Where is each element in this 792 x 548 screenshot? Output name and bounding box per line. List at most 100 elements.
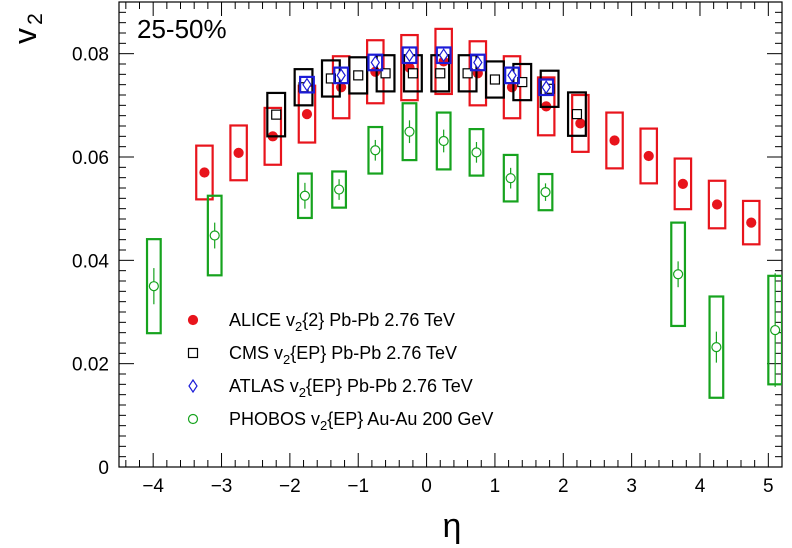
phobos-point <box>673 269 684 280</box>
alice-point <box>301 109 313 120</box>
atlas-sys-box <box>401 46 418 65</box>
alice-sys-box <box>229 124 248 182</box>
alice-point <box>609 135 620 146</box>
y-axis-title-main: v <box>7 28 43 44</box>
phobos-sys-box <box>331 170 348 209</box>
phobos-sys-box <box>708 295 725 399</box>
alice-sys-box <box>605 111 624 170</box>
x-tick-label: 2 <box>558 476 569 497</box>
cms-sys-box <box>266 91 287 138</box>
x-tick-label: 3 <box>626 476 637 497</box>
alice-point <box>677 178 688 189</box>
x-tick-label: −3 <box>211 476 233 497</box>
cms-point <box>489 74 501 85</box>
phobos-point <box>471 147 482 158</box>
data-layer <box>145 27 782 399</box>
legend-label-atlas: ATLAS v2{EP} Pb-Pb 2.76 TeV <box>229 376 473 400</box>
cms-point <box>571 109 583 120</box>
phobos-sys-box <box>537 172 554 212</box>
y-tick-label: 0 <box>98 458 109 479</box>
atlas-point <box>507 68 517 83</box>
phobos-point <box>770 324 781 336</box>
atlas-point <box>473 55 483 70</box>
y-tick-label: 0.06 <box>72 148 109 169</box>
alice-point <box>711 199 723 210</box>
phobos-sys-box <box>296 172 313 220</box>
phobos-sys-box <box>670 221 687 328</box>
y-axis-title: v 2 <box>7 13 47 44</box>
legend-label-alice: ALICE v2{2} Pb-Pb 2.76 TeV <box>229 310 455 334</box>
plot-frame-layer <box>118 1 783 468</box>
cms-sys-box <box>484 60 505 99</box>
alice-point <box>746 217 757 228</box>
legend-item-phobos: PHOBOS v2{EP} Au-Au 200 GeV <box>187 409 493 433</box>
cms-point <box>271 109 282 120</box>
atlas-sys-box <box>435 46 452 65</box>
alice-point <box>643 150 654 162</box>
cms-sys-box <box>375 54 396 93</box>
alice-sys-box <box>571 93 590 153</box>
phobos-point <box>505 173 516 184</box>
phobos-point <box>299 190 311 201</box>
alice-sys-box <box>434 27 453 96</box>
atlas-sys-box <box>469 53 486 72</box>
phobos-point <box>711 342 722 353</box>
series-phobos <box>145 102 782 399</box>
atlas-point <box>404 48 415 63</box>
phobos-point <box>540 187 551 198</box>
phobos-sys-box <box>435 111 452 171</box>
y-tick-label: 0.04 <box>72 251 109 272</box>
x-axis-title: η <box>443 507 462 545</box>
cms-sys-box <box>539 69 560 108</box>
alice-sys-box <box>741 199 761 246</box>
cms-point <box>380 68 391 79</box>
legend-label-cms: CMS v2{EP} Pb-Pb 2.76 TeV <box>229 343 457 367</box>
atlas-sys-box <box>299 75 315 94</box>
cms-point <box>435 68 446 79</box>
phobos-point <box>148 281 159 292</box>
legend-marker-atlas <box>188 378 198 394</box>
cms-sys-box <box>566 91 587 137</box>
phobos-sys-box <box>401 102 418 162</box>
x-tick-label: 4 <box>695 476 706 497</box>
cms-point <box>462 68 473 79</box>
cms-sys-box <box>348 56 369 95</box>
alice-point <box>233 147 244 158</box>
y-tick-label: 0.02 <box>72 355 109 376</box>
atlas-point <box>541 80 551 95</box>
atlas-sys-box <box>367 53 384 72</box>
alice-sys-box <box>707 179 727 230</box>
axis-labels-layer: 25-50% η v 2 <box>7 13 461 545</box>
legend-marker-cms <box>187 347 199 359</box>
legend-item-cms: CMS v2{EP} Pb-Pb 2.76 TeV <box>187 343 457 367</box>
atlas-point <box>438 48 449 63</box>
atlas-sys-box <box>504 66 520 85</box>
atlas-point <box>336 68 346 83</box>
series-cms <box>266 54 587 138</box>
phobos-point <box>333 184 345 195</box>
alice-sys-box <box>195 144 214 201</box>
x-tick-label: −2 <box>279 476 301 497</box>
alice-sys-box <box>639 127 659 185</box>
phobos-point <box>370 145 381 156</box>
axis-ticks-layer: −4 −3 −2 −1 0 1 2 3 4 5 0 0.02 0.04 0.06 0.08 <box>72 1 783 497</box>
y-axis-title-sub: 2 <box>24 13 47 25</box>
x-tick-label: 1 <box>490 476 501 497</box>
atlas-point <box>370 55 381 70</box>
cms-point <box>407 68 419 79</box>
phobos-point <box>209 230 220 241</box>
phobos-sys-box <box>367 125 384 175</box>
alice-sys-box <box>673 157 693 211</box>
x-tick-label: −1 <box>347 476 369 497</box>
atlas-point <box>302 77 312 92</box>
x-tick-label: 0 <box>421 476 432 497</box>
legend-item-atlas: ATLAS v2{EP} Pb-Pb 2.76 TeV <box>188 376 473 400</box>
phobos-sys-box <box>145 238 162 335</box>
phobos-sys-box <box>206 194 223 277</box>
legend: ALICE v2{2} Pb-Pb 2.76 TeV CMS v2{EP} Pb-… <box>187 310 493 433</box>
centrality-label: 25-50% <box>137 14 227 44</box>
atlas-sys-box <box>333 66 350 85</box>
phobos-point <box>404 126 415 137</box>
cms-sys-box <box>457 54 478 93</box>
